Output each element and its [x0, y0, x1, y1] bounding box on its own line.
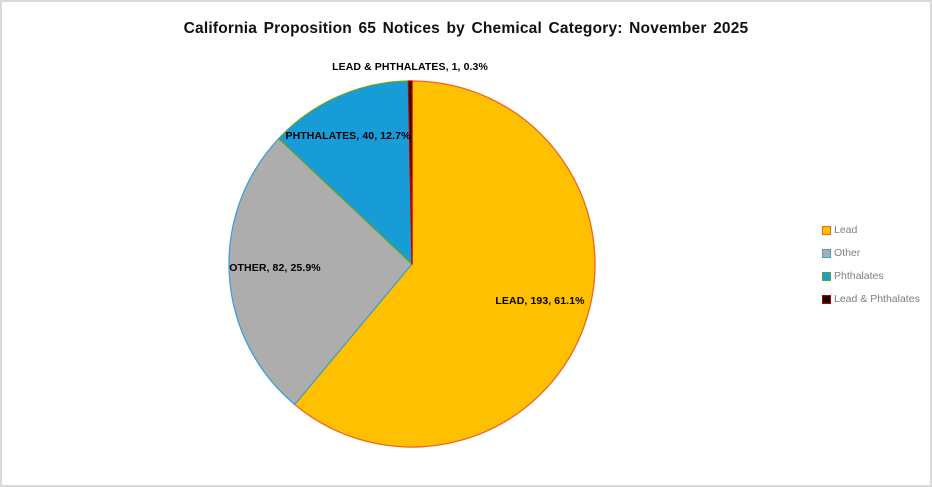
data-label-lead: LEAD, 193, 61.1% [495, 295, 585, 307]
legend-swatch-icon [822, 294, 831, 304]
data-label-lead-phthalates: LEAD & PHTHALATES, 1, 0.3% [332, 61, 488, 73]
legend-label: Phthalates [834, 270, 884, 282]
legend-swatch-icon [822, 271, 831, 281]
data-label-phthalates: PHTHALATES, 40, 12.7% [285, 130, 411, 142]
pie-slice-lead-phthalates [407, 80, 413, 265]
legend-item-lead-phthalates: Lead & Phthalates [822, 292, 920, 306]
pie-slice-lead [294, 80, 596, 448]
legend-item-other: Other [822, 246, 920, 260]
legend-label: Lead & Phthalates [834, 293, 920, 305]
legend-item-phthalates: Phthalates [822, 269, 920, 283]
legend-swatch-icon [822, 248, 831, 258]
pie-slice-phthalates [278, 80, 413, 265]
chart-title: California Proposition 65 Notices by Che… [183, 20, 749, 37]
legend-item-lead: Lead [822, 223, 920, 237]
legend: Lead Other Phthalates Lead & Phthalates [822, 223, 920, 315]
legend-label: Other [834, 247, 861, 259]
legend-swatch-icon [822, 225, 831, 235]
data-label-other: OTHER, 82, 25.9% [229, 262, 321, 274]
legend-label: Lead [834, 224, 858, 236]
pie-slice-other [228, 137, 413, 406]
